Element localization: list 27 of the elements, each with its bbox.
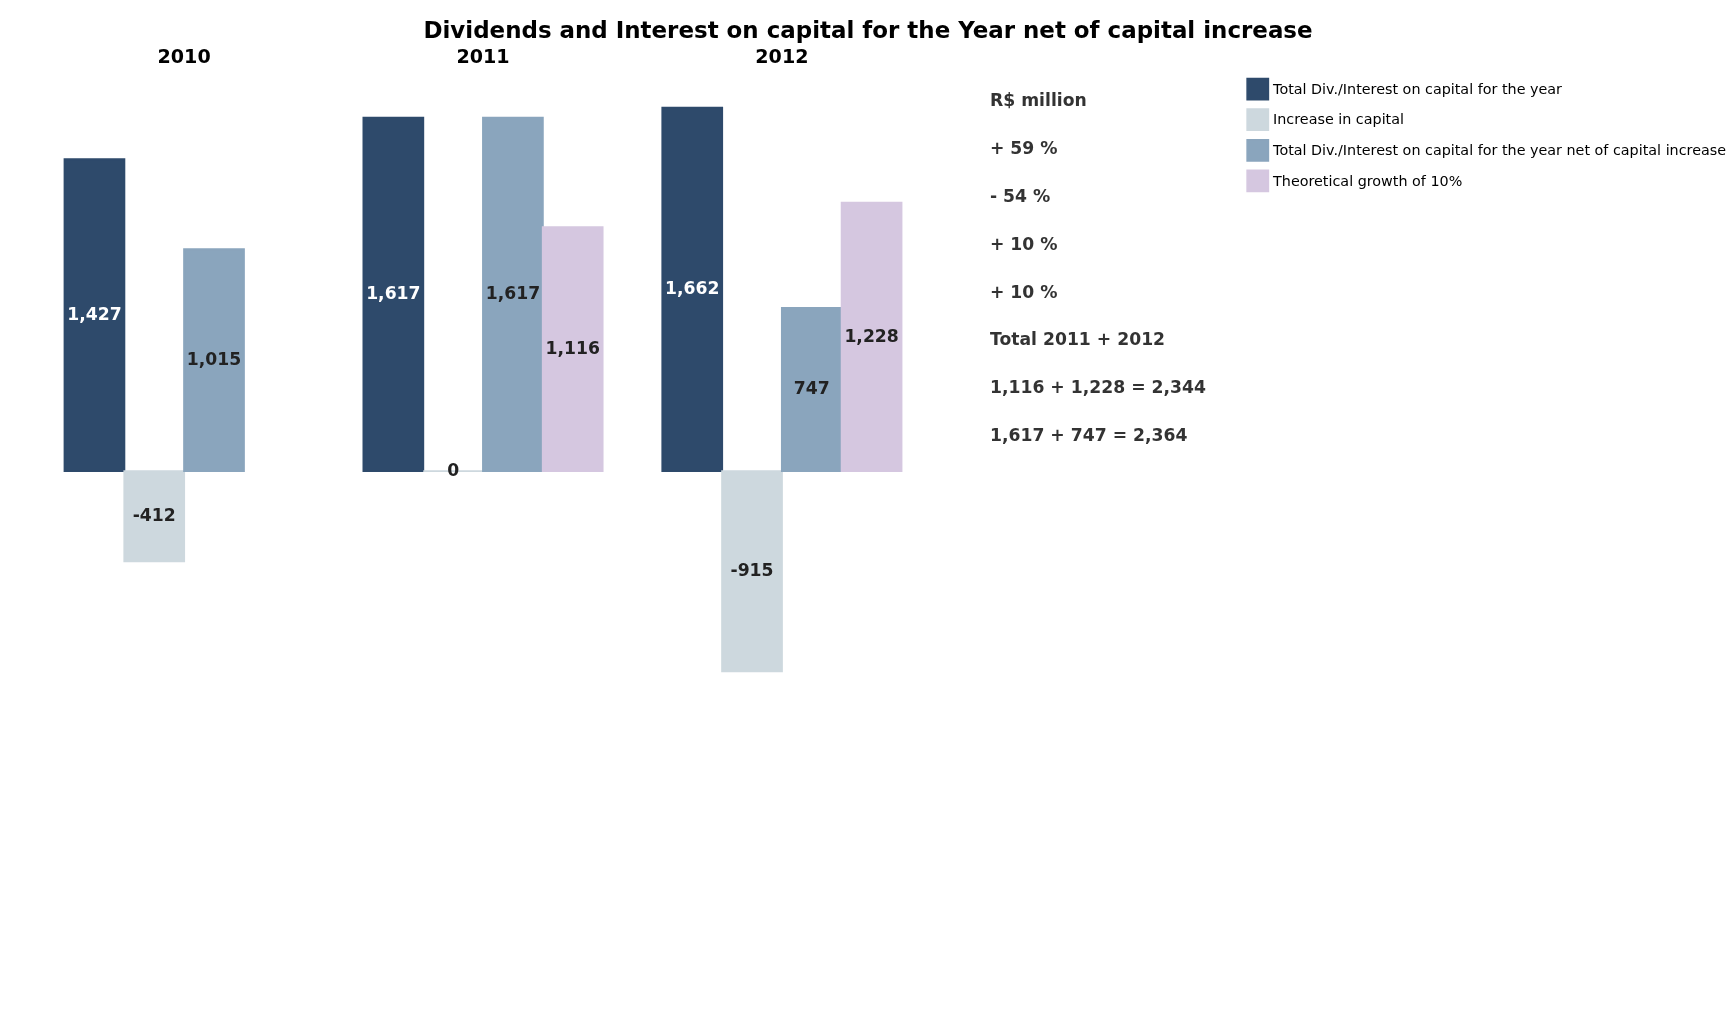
legend-label: Increase in capital — [1273, 111, 1404, 128]
legend-label: Theoretical growth of 10% — [1272, 172, 1463, 189]
text: R$ million — [989, 90, 1087, 111]
data-label: 747 — [793, 378, 830, 399]
text: - 54 % — [989, 185, 1051, 206]
data-label: 1,427 — [67, 303, 122, 324]
text: + 10 % — [989, 281, 1058, 302]
text: Total 2011 + 2012 — [989, 329, 1166, 350]
text: + 10 % — [989, 233, 1058, 254]
data-label: 1,662 — [665, 278, 720, 299]
data-label: 1,228 — [844, 325, 899, 346]
data-label: -412 — [132, 504, 176, 525]
data-label: 1,116 — [545, 337, 600, 358]
legend-label: Total Div./Interest on capital for the year net of capital increase — [1272, 142, 1727, 159]
x-tick-label: 2012 — [755, 44, 809, 68]
data-label: 1,015 — [186, 348, 242, 369]
x-tick-label: 2011 — [456, 44, 510, 68]
text: 1,617 + 747 = 2,364 — [989, 425, 1188, 446]
data-label: -915 — [730, 559, 774, 580]
chart-title: Dividends and Interest on capital for the Year net of capital increase — [423, 17, 1313, 44]
text: + 59 % — [989, 138, 1058, 159]
data-label: 1,617 — [366, 283, 421, 304]
text: 1,116 + 1,228 = 2,344 — [989, 377, 1207, 398]
data-label: 1,617 — [485, 283, 541, 304]
legend-label: Total Div./Interest on capital for the year — [1272, 80, 1563, 97]
x-tick-label: 2010 — [157, 44, 211, 68]
data-label: 0 — [447, 459, 460, 480]
